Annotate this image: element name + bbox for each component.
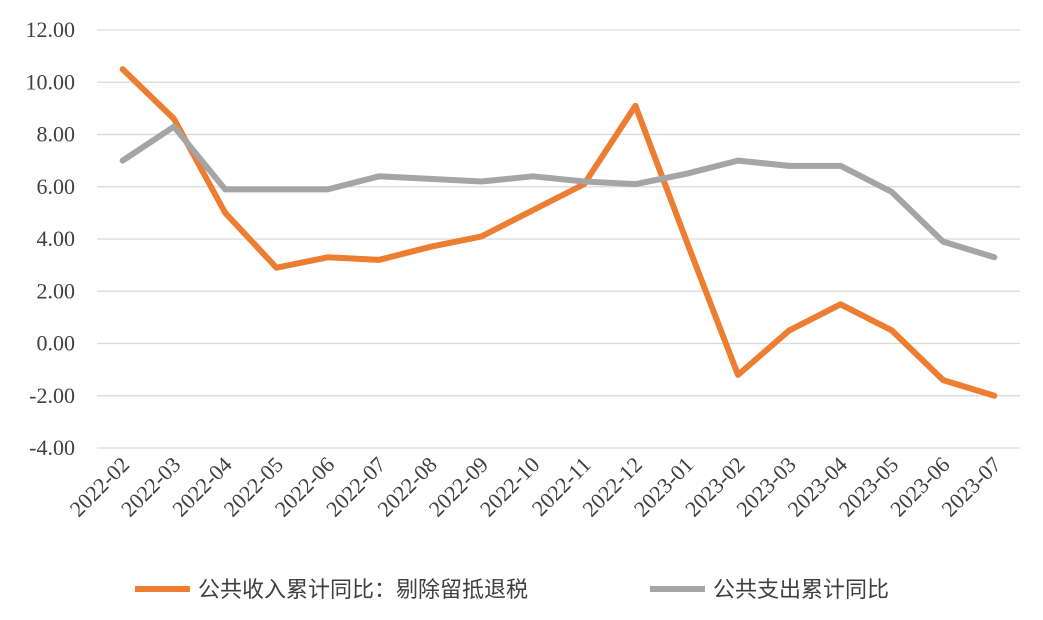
grid-lines [97,29,1020,449]
y-tick-label: 10.00 [26,69,76,94]
y-axis-tick-labels: -4.00 -2.00 0.00 2.00 4.00 6.00 8.00 10.00 12.00 [26,17,76,460]
y-tick-label: 12.00 [26,17,76,42]
y-tick-label: 2.00 [37,278,76,303]
series-expenditure-line [119,123,998,261]
y-tick-label: -2.00 [29,383,75,408]
y-tick-label: 4.00 [37,226,76,251]
y-tick-label: 8.00 [37,122,76,147]
series-revenue-line [119,66,998,399]
legend: 公共收入累计同比：剔除留抵退税 公共支出累计同比 [135,578,889,603]
legend-label-revenue: 公共收入累计同比：剔除留抵退税 [198,578,528,603]
y-tick-label: 0.00 [37,331,76,356]
y-tick-label: 6.00 [37,174,76,199]
y-tick-label: -4.00 [29,435,75,460]
series-lines [119,66,998,399]
legend-label-expenditure: 公共支出累计同比 [713,578,889,603]
x-axis-tick-labels: 2022-022022-032022-042022-052022-062022-… [65,452,1006,522]
